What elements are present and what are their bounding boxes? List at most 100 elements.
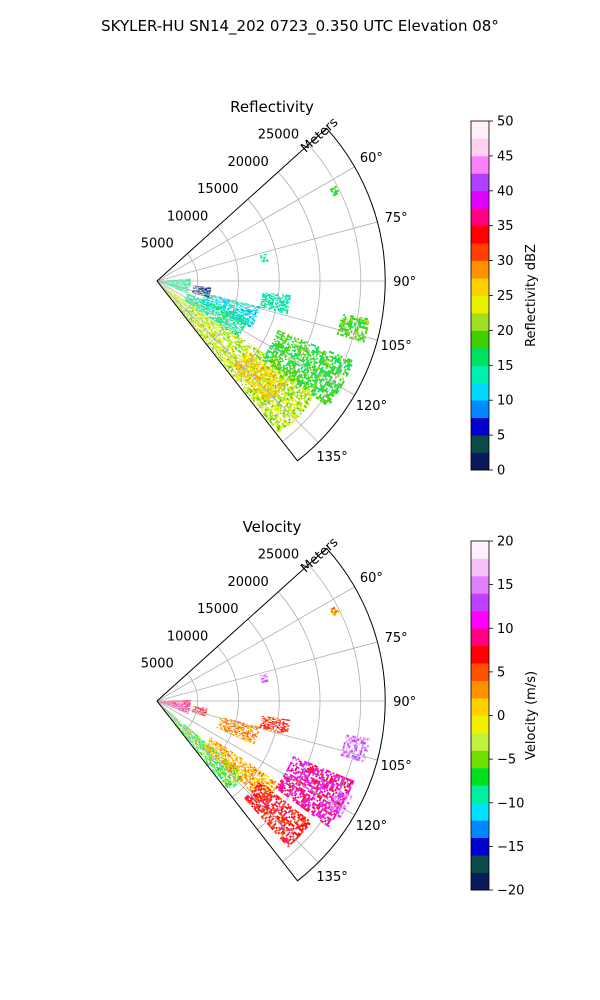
echo-cell	[173, 296, 175, 298]
echo-cell	[255, 309, 258, 312]
echo-cell	[201, 289, 204, 291]
echo-cell	[240, 309, 243, 311]
echo-cell	[293, 357, 296, 361]
colorbar-segment	[471, 243, 489, 261]
echo-cell	[224, 338, 227, 340]
echo-cell	[186, 293, 189, 295]
echo-cell	[231, 369, 234, 372]
echo-cell	[331, 388, 334, 392]
echo-cell	[239, 331, 242, 334]
echo-cell	[169, 292, 172, 294]
echo-cell	[209, 312, 212, 315]
echo-cell	[198, 328, 201, 331]
echo-cell	[239, 371, 242, 375]
echo-cell	[280, 331, 283, 334]
echo-cell	[201, 740, 204, 743]
echo-cell	[186, 300, 189, 303]
echo-cell	[295, 354, 298, 358]
echo-cell	[283, 378, 286, 382]
echo-cell	[227, 355, 230, 358]
echo-cell	[199, 737, 202, 740]
echo-cell	[203, 304, 206, 306]
echo-cell	[341, 327, 344, 331]
echo-cell	[230, 305, 233, 307]
echo-cell	[290, 420, 294, 424]
echo-cell	[170, 285, 172, 287]
echo-cell	[187, 316, 190, 319]
echo-cell	[213, 311, 216, 313]
echo-cell	[250, 378, 253, 381]
echo-cell	[227, 367, 230, 370]
echo-cell	[184, 285, 187, 286]
echo-cell	[241, 353, 244, 357]
echo-cell	[217, 309, 220, 311]
echo-cell	[246, 317, 250, 319]
echo-cell	[209, 307, 212, 310]
echo-cell	[192, 320, 194, 322]
echo-cell	[203, 328, 206, 331]
echo-cell	[204, 314, 207, 316]
echo-cell	[190, 314, 193, 316]
echo-cell	[269, 294, 272, 296]
echo-cell	[240, 323, 243, 325]
echo-cell	[173, 292, 176, 294]
echo-cell	[253, 356, 256, 359]
echo-cell	[210, 296, 213, 298]
echo-cell	[178, 301, 181, 303]
echo-cell	[220, 301, 223, 304]
echo-cell	[215, 297, 218, 299]
echo-cell	[288, 421, 291, 424]
echo-cell	[190, 298, 193, 300]
echo-cell	[292, 340, 295, 344]
echo-cell	[224, 304, 227, 307]
echo-cell	[188, 301, 191, 304]
echo-cell	[269, 370, 273, 373]
echo-cell	[168, 291, 170, 293]
echo-cell	[168, 284, 171, 286]
echo-cell	[248, 370, 251, 373]
echo-cell	[271, 400, 274, 403]
echo-cell	[287, 349, 291, 352]
echo-cell	[190, 306, 193, 308]
echo-cell	[200, 289, 202, 290]
echo-cell	[331, 391, 335, 395]
echo-cell	[318, 364, 321, 368]
echo-cell	[251, 369, 254, 372]
echo-cell	[197, 325, 200, 327]
echo-cell	[260, 257, 263, 259]
echo-cell	[185, 284, 187, 286]
echo-cell	[286, 300, 289, 302]
echo-cell	[219, 303, 222, 306]
echo-cell	[296, 401, 300, 405]
colorbar-tick-label: 50	[497, 115, 514, 130]
echo-cell	[208, 328, 211, 331]
echo-cell	[306, 386, 309, 390]
echo-cell	[177, 296, 180, 299]
echo-cell	[322, 360, 325, 364]
echo-cell	[271, 371, 274, 374]
echo-cell	[192, 295, 194, 297]
echo-cell	[245, 345, 248, 348]
echo-cell	[188, 311, 191, 313]
echo-cell	[281, 308, 284, 311]
echo-cell	[198, 333, 201, 336]
echo-cell	[258, 375, 261, 378]
echo-cell	[305, 368, 309, 372]
echo-cell	[199, 737, 202, 739]
echo-cell	[332, 352, 335, 355]
echo-cell	[261, 306, 264, 309]
echo-cell	[301, 390, 304, 394]
echo-cell	[239, 366, 242, 369]
echo-cell	[223, 327, 226, 330]
echo-cell	[277, 430, 281, 434]
echo-cell	[220, 310, 223, 312]
echo-cell	[292, 379, 295, 382]
echo-cell	[254, 348, 257, 351]
echo-cell	[177, 284, 180, 286]
echo-cell	[198, 306, 201, 308]
echo-cell	[193, 292, 196, 294]
echo-cell	[273, 343, 276, 346]
echo-cell	[290, 359, 293, 363]
echo-cell	[204, 296, 207, 298]
